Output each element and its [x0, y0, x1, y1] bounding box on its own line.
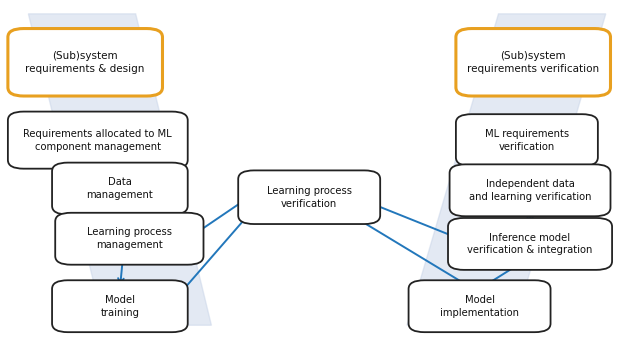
- Text: Requirements allocated to ML
component management: Requirements allocated to ML component m…: [23, 129, 172, 152]
- Text: Learning process
management: Learning process management: [87, 227, 172, 250]
- Text: ML requirements
verification: ML requirements verification: [485, 129, 569, 152]
- Text: Independent data
and learning verification: Independent data and learning verificati…: [469, 179, 591, 202]
- FancyBboxPatch shape: [52, 280, 188, 332]
- FancyBboxPatch shape: [449, 164, 610, 216]
- FancyBboxPatch shape: [238, 171, 380, 224]
- Text: Model
training: Model training: [100, 295, 139, 318]
- FancyBboxPatch shape: [56, 213, 203, 265]
- FancyBboxPatch shape: [8, 111, 188, 169]
- Text: (Sub)system
requirements & design: (Sub)system requirements & design: [25, 51, 145, 74]
- Text: Inference model
verification & integration: Inference model verification & integrati…: [468, 233, 593, 255]
- Text: Learning process
verification: Learning process verification: [267, 186, 351, 209]
- Polygon shape: [407, 14, 606, 325]
- Text: Model
implementation: Model implementation: [440, 295, 519, 318]
- FancyBboxPatch shape: [456, 114, 598, 166]
- FancyBboxPatch shape: [52, 163, 188, 215]
- FancyBboxPatch shape: [448, 218, 612, 270]
- Text: (Sub)system
requirements verification: (Sub)system requirements verification: [467, 51, 599, 74]
- FancyBboxPatch shape: [8, 29, 163, 96]
- FancyBboxPatch shape: [409, 280, 550, 332]
- FancyBboxPatch shape: [456, 29, 610, 96]
- Text: Data
management: Data management: [86, 177, 153, 200]
- Polygon shape: [28, 14, 211, 325]
